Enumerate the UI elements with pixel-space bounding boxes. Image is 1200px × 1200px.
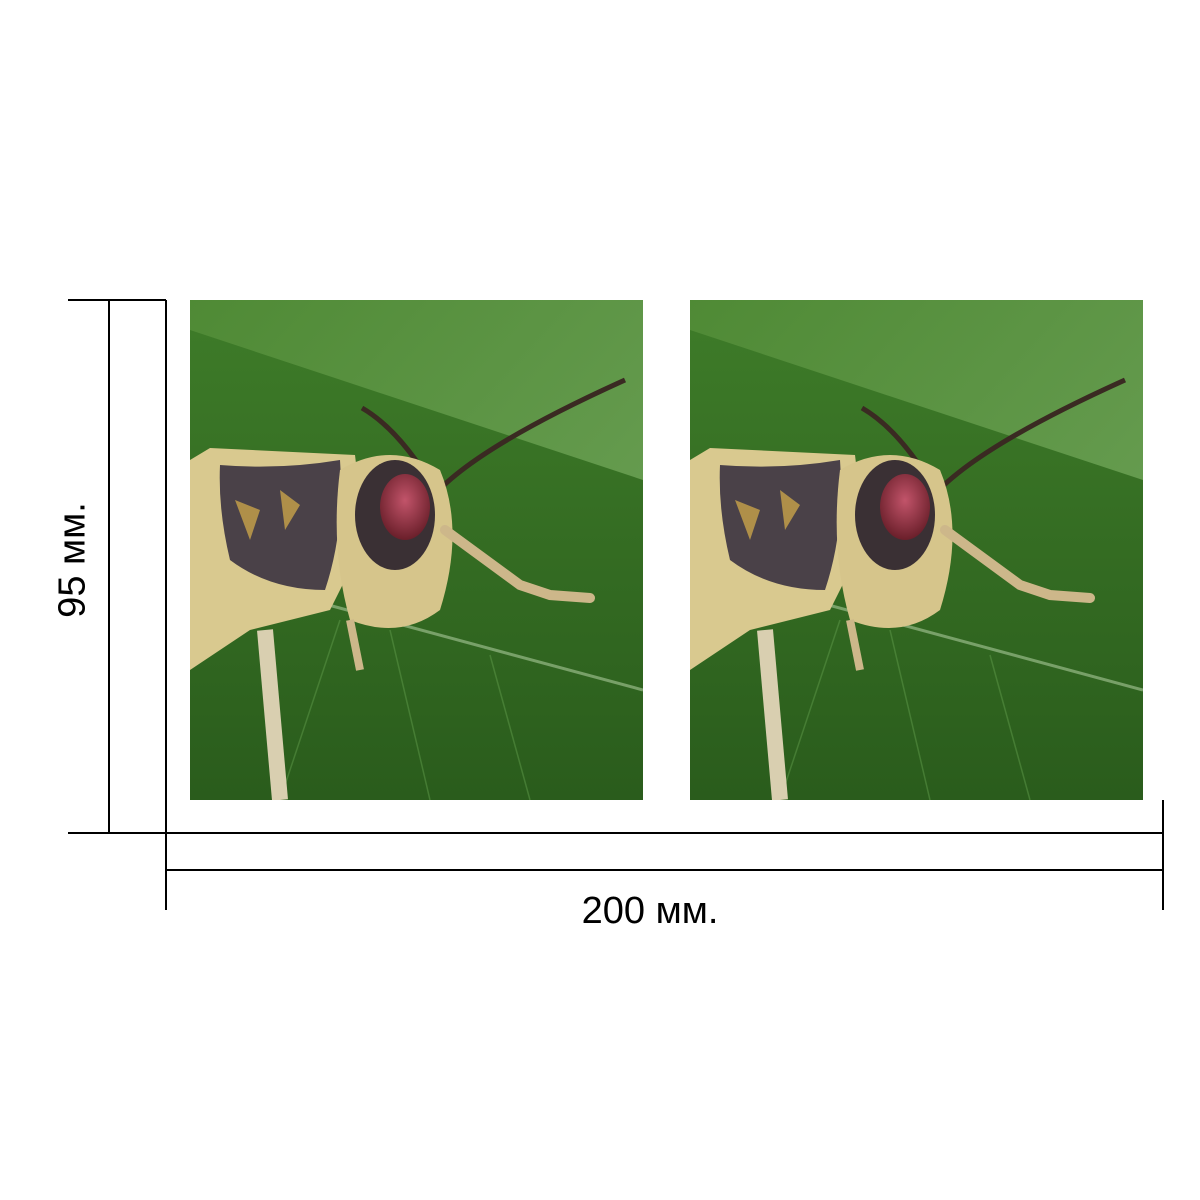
width-label: 200 мм. — [581, 890, 719, 932]
photo-left — [190, 300, 643, 800]
height-label-wrap: 95 мм. — [48, 440, 98, 680]
grasshopper-image — [190, 300, 643, 800]
grasshopper-image — [690, 300, 1143, 800]
photo-right — [690, 300, 1143, 800]
height-label: 95 мм. — [51, 502, 94, 618]
